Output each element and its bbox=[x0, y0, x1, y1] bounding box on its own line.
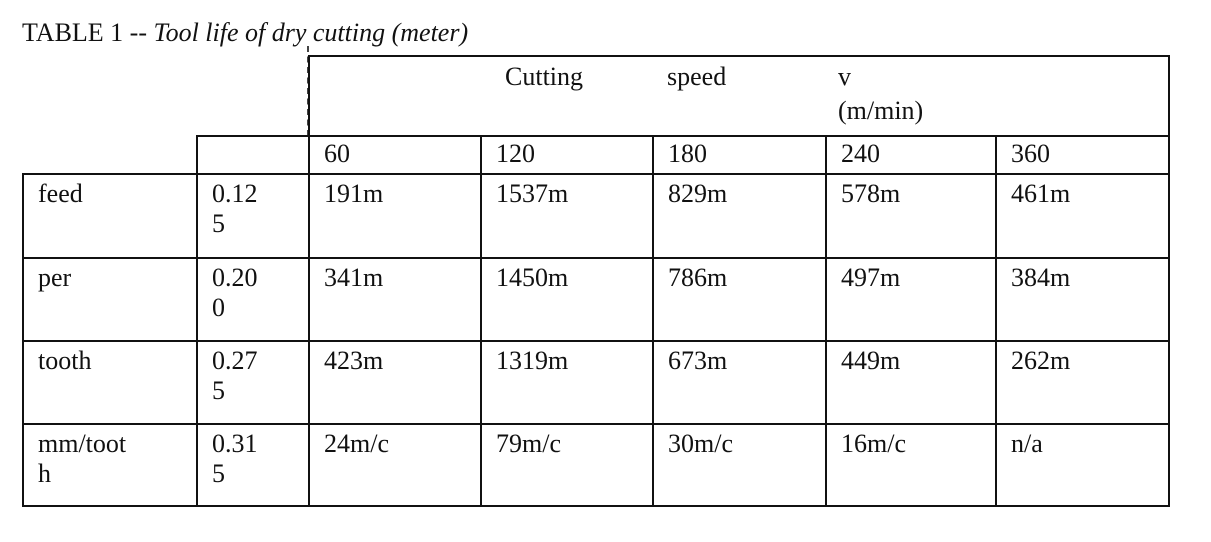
feed-value: 0.200 bbox=[212, 263, 258, 322]
cell: 384m bbox=[1011, 263, 1071, 292]
title-label: TABLE 1 -- bbox=[22, 18, 147, 47]
border bbox=[308, 55, 310, 507]
cell: 497m bbox=[841, 263, 901, 292]
border bbox=[652, 135, 654, 507]
table-title: TABLE 1 -- Tool life of dry cutting (met… bbox=[22, 18, 468, 48]
cell: 786m bbox=[668, 263, 728, 292]
cell: 1537m bbox=[496, 179, 569, 208]
cell: 79m/c bbox=[496, 429, 561, 458]
header-text: Cutting bbox=[505, 62, 584, 91]
border bbox=[995, 135, 997, 507]
cell: 1450m bbox=[496, 263, 569, 292]
title-caption: Tool life of dry cutting (meter) bbox=[153, 18, 469, 47]
cell: 16m/c bbox=[841, 429, 906, 458]
border bbox=[480, 135, 482, 507]
row-label: tooth bbox=[38, 346, 92, 375]
row-label: per bbox=[38, 263, 72, 292]
cell: 829m bbox=[668, 179, 728, 208]
border bbox=[196, 135, 1170, 137]
row-label: mm/tooth bbox=[38, 429, 127, 488]
cell: 449m bbox=[841, 346, 901, 375]
speed-header: 360 bbox=[1011, 139, 1050, 168]
border bbox=[22, 257, 1170, 259]
speed-header: 240 bbox=[841, 139, 880, 168]
border bbox=[22, 423, 1170, 425]
border bbox=[22, 340, 1170, 342]
cell: 24m/c bbox=[324, 429, 389, 458]
border bbox=[308, 55, 1170, 57]
header-text: (m/min) bbox=[838, 96, 924, 125]
feed-value: 0.125 bbox=[212, 179, 258, 238]
cell: 1319m bbox=[496, 346, 569, 375]
border bbox=[1168, 55, 1170, 507]
border bbox=[22, 173, 1170, 175]
header-text: v bbox=[838, 62, 851, 91]
feed-value: 0.315 bbox=[212, 429, 258, 488]
cell: n/a bbox=[1011, 429, 1043, 458]
cell: 191m bbox=[324, 179, 384, 208]
cell: 423m bbox=[324, 346, 384, 375]
speed-header: 120 bbox=[496, 139, 535, 168]
speed-header: 60 bbox=[324, 139, 350, 168]
cell: 341m bbox=[324, 263, 384, 292]
border bbox=[22, 505, 1170, 507]
cell: 262m bbox=[1011, 346, 1071, 375]
border bbox=[196, 135, 198, 507]
cell: 673m bbox=[668, 346, 728, 375]
speed-header: 180 bbox=[668, 139, 707, 168]
row-label: feed bbox=[38, 179, 83, 208]
header-text: speed bbox=[667, 62, 727, 91]
cell: 578m bbox=[841, 179, 901, 208]
border bbox=[825, 135, 827, 507]
cell: 461m bbox=[1011, 179, 1071, 208]
border bbox=[22, 173, 24, 507]
feed-value: 0.275 bbox=[212, 346, 258, 405]
cell: 30m/c bbox=[668, 429, 733, 458]
